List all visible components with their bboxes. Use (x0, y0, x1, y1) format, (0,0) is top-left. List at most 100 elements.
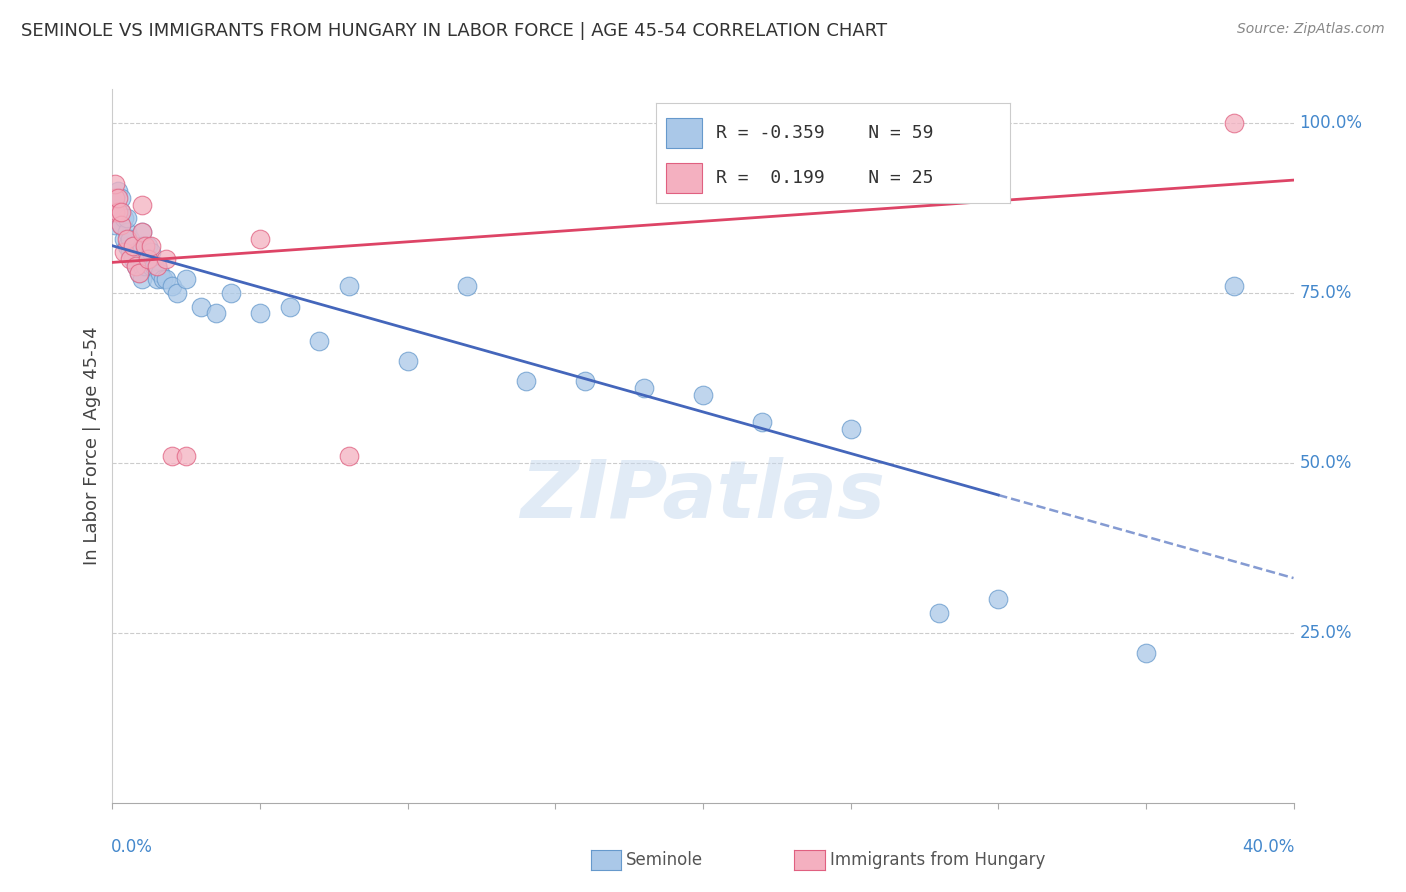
Point (839, 422, 862, 436)
Point (166, 286, 188, 301)
Point (219, 286, 242, 301)
Text: 25.0%: 25.0% (1299, 624, 1353, 642)
Point (190, 300, 212, 314)
Text: Seminole: Seminole (626, 851, 703, 869)
Point (131, 259, 153, 273)
Text: 40.0%: 40.0% (1243, 838, 1295, 856)
Point (205, 306, 228, 320)
Point (136, 252, 159, 266)
Point (122, 252, 145, 266)
Point (139, 238, 162, 252)
Point (117, 225, 138, 239)
Text: Source: ZipAtlas.com: Source: ZipAtlas.com (1237, 22, 1385, 37)
Point (104, 178, 127, 192)
Point (107, 191, 129, 205)
Point (112, 232, 135, 246)
Text: SEMINOLE VS IMMIGRANTS FROM HUNGARY IN LABOR FORCE | AGE 45-54 CORRELATION CHART: SEMINOLE VS IMMIGRANTS FROM HUNGARY IN L… (21, 22, 887, 40)
Point (174, 272, 197, 286)
Point (751, 415, 773, 429)
Point (112, 211, 135, 226)
Point (107, 204, 129, 219)
Y-axis label: In Labor Force | Age 45-54: In Labor Force | Age 45-54 (83, 326, 101, 566)
FancyBboxPatch shape (666, 163, 702, 194)
Point (152, 272, 174, 286)
Text: 50.0%: 50.0% (1299, 454, 1351, 472)
Point (122, 238, 145, 252)
Point (131, 252, 153, 266)
Point (692, 388, 714, 402)
Point (337, 449, 360, 463)
Point (146, 259, 169, 273)
Point (308, 334, 330, 348)
Point (456, 279, 478, 293)
Point (155, 272, 177, 286)
Point (249, 232, 271, 246)
Point (131, 225, 153, 239)
Point (110, 204, 132, 219)
Point (160, 279, 183, 293)
Point (396, 354, 419, 368)
Point (117, 211, 138, 226)
Point (142, 259, 165, 273)
Text: 75.0%: 75.0% (1299, 284, 1351, 302)
Text: R =  0.199    N = 25: R = 0.199 N = 25 (716, 169, 934, 187)
Point (928, 606, 950, 620)
Point (110, 218, 132, 232)
Point (117, 232, 138, 246)
Point (1223, 279, 1246, 293)
Point (104, 191, 127, 205)
Point (136, 238, 159, 252)
Text: Immigrants from Hungary: Immigrants from Hungary (830, 851, 1045, 869)
Point (155, 252, 177, 266)
Point (131, 272, 153, 286)
Point (174, 449, 197, 463)
Point (104, 204, 127, 219)
Point (128, 266, 150, 280)
Point (125, 259, 148, 273)
Text: 100.0%: 100.0% (1299, 114, 1362, 132)
Point (1223, 116, 1246, 130)
Text: 0.0%: 0.0% (111, 838, 153, 856)
Point (104, 218, 127, 232)
Text: R = -0.359    N = 59: R = -0.359 N = 59 (716, 125, 934, 143)
Point (120, 252, 142, 266)
Point (136, 252, 159, 266)
Point (117, 238, 138, 252)
Point (128, 252, 150, 266)
Point (110, 191, 132, 205)
FancyBboxPatch shape (666, 119, 702, 148)
Point (104, 198, 127, 212)
Point (337, 279, 360, 293)
Text: ZIPatlas: ZIPatlas (520, 457, 886, 535)
Point (131, 198, 153, 212)
Point (125, 245, 148, 260)
Point (146, 272, 169, 286)
Point (1135, 646, 1157, 660)
Point (515, 375, 537, 389)
Point (146, 259, 169, 273)
Point (107, 204, 129, 219)
Point (149, 266, 172, 280)
Point (110, 218, 132, 232)
Point (249, 306, 271, 320)
Point (139, 245, 162, 260)
Point (107, 184, 129, 198)
Point (278, 300, 301, 314)
Point (120, 245, 142, 260)
Point (160, 449, 183, 463)
Point (633, 381, 655, 395)
Point (574, 375, 596, 389)
Point (131, 225, 153, 239)
Point (134, 259, 156, 273)
Point (139, 259, 162, 273)
Point (125, 259, 148, 273)
Point (128, 266, 150, 280)
Point (131, 238, 153, 252)
Point (134, 238, 156, 252)
Point (110, 204, 132, 219)
Point (122, 238, 145, 252)
Point (120, 232, 142, 246)
Point (987, 591, 1010, 606)
Point (134, 245, 156, 260)
Point (112, 245, 135, 260)
